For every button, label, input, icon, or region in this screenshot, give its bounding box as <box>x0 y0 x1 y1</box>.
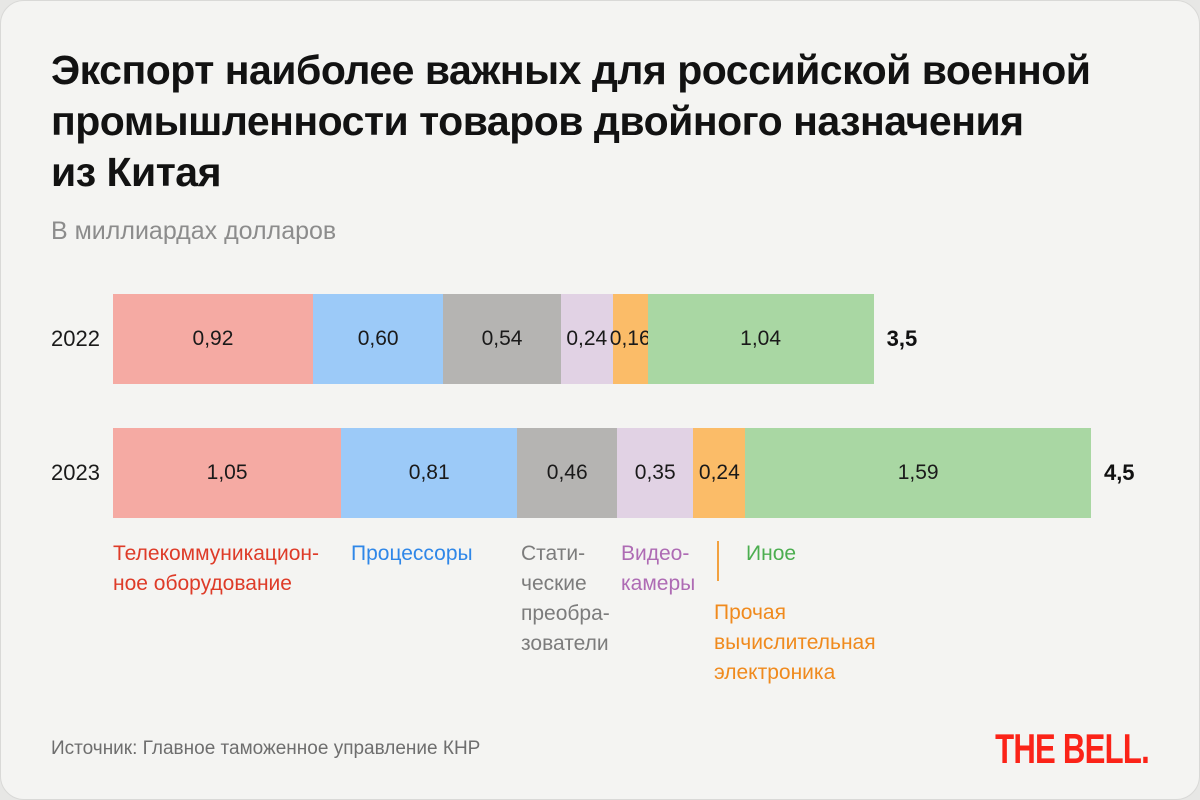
bar-segment: 1,04 <box>647 294 874 384</box>
segment-value: 0,92 <box>192 327 234 350</box>
chart-footer: Источник: Главное таможенное управление … <box>51 725 1150 773</box>
legend-connector-line <box>717 541 719 581</box>
bar-segment: 0,24 <box>693 428 746 518</box>
year-label: 2022 <box>51 326 100 351</box>
segment-value: 0,16 <box>609 327 651 350</box>
segment-value: 1,05 <box>206 461 248 484</box>
chart-title: Экспорт наиболее важных для российской в… <box>51 47 1091 195</box>
segment-value: 0,46 <box>546 461 588 484</box>
bar-segment: 0,35 <box>617 428 694 518</box>
bar-segment: 0,54 <box>443 294 561 384</box>
legend-item: Процессоры <box>351 542 473 565</box>
bar-row: 2022 0,92 0,60 0,54 0,24 0,16 1,04 3,5 <box>51 294 1149 384</box>
stacked-bar-chart: 2022 0,92 0,60 0,54 0,24 0,16 1,04 3,5 2023 1,05 0… <box>51 294 1149 518</box>
bar-segment: 0,24 <box>560 294 613 384</box>
segment-value: 0,24 <box>566 327 608 350</box>
chart-subtitle: В миллиардах долларов <box>51 217 337 245</box>
bar-segment: 1,59 <box>745 428 1091 518</box>
bar-total: 4,5 <box>1103 460 1135 485</box>
legend-item: Видео- камеры <box>621 542 696 595</box>
stacked-bar: 0,92 0,60 0,54 0,24 0,16 1,04 <box>113 294 874 384</box>
bar-segment: 1,05 <box>113 428 342 518</box>
legend-item: Прочая вычислительная электроника <box>714 601 876 684</box>
bar-segment: 0,46 <box>517 428 618 518</box>
year-label: 2023 <box>51 460 100 485</box>
the-bell-logo: THE BELL. <box>995 725 1150 772</box>
segment-value: 0,24 <box>698 461 740 484</box>
legend-item: Стати- ческие преобра- зователи <box>521 542 610 655</box>
bar-segment: 0,16 <box>609 294 651 384</box>
chart-legend: Телекоммуникацион- ное оборудование Проце… <box>1 539 1199 684</box>
stacked-bar: 1,05 0,81 0,46 0,35 0,24 1,59 <box>113 428 1091 518</box>
bar-row: 2023 1,05 0,81 0,46 0,35 0,24 1,59 4,5 <box>51 428 1149 518</box>
source-note: Источник: Главное таможенное управление … <box>51 738 481 759</box>
segment-value: 1,04 <box>740 327 782 350</box>
bar-segment: 0,92 <box>113 294 313 384</box>
bar-segment: 0,60 <box>312 294 444 384</box>
segment-value: 0,54 <box>481 327 523 350</box>
bar-segment: 0,81 <box>341 428 518 518</box>
segment-value: 0,35 <box>634 461 676 484</box>
bar-total: 3,5 <box>886 326 918 351</box>
segment-value: 0,60 <box>357 327 399 350</box>
legend-item: Телекоммуникацион- ное оборудование <box>113 542 319 595</box>
legend-item: Иное <box>746 542 797 565</box>
segment-value: 1,59 <box>897 461 939 484</box>
segment-value: 0,81 <box>408 461 450 484</box>
